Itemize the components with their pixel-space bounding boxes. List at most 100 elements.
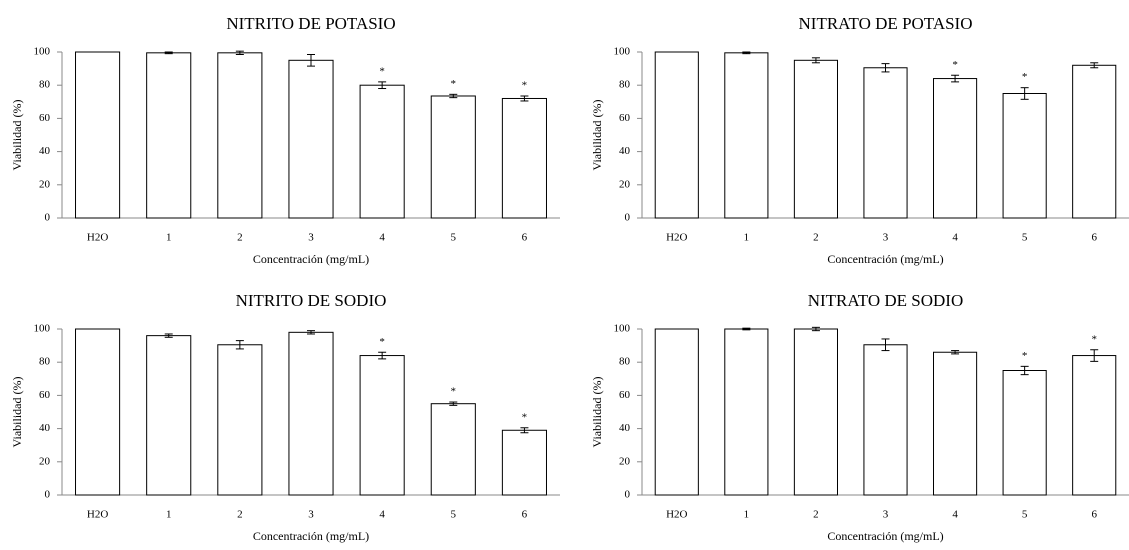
bar [359,84,405,219]
bar [933,78,978,219]
error-bar [378,81,387,90]
error-bar [164,51,173,55]
error-bar [951,350,960,355]
bar [933,351,978,496]
bar [793,328,838,496]
x-tick-label: 4 [379,509,385,521]
bar [863,67,908,219]
bar [1002,370,1047,496]
x-tick-label: H2O [87,232,108,244]
y-tick-label: 20 [39,178,51,190]
significance-mark: * [522,411,528,423]
x-axis-title: Concentración (mg/mL) [827,252,943,266]
error-bar [378,351,387,360]
y-tick-label: 20 [39,455,51,467]
bar [217,344,263,496]
error-bar [881,338,890,352]
y-axis-title: Viabilidad (%) [10,377,24,448]
y-tick-label: 40 [39,422,51,434]
y-tick-label: 100 [34,46,51,58]
y-tick-label: 80 [619,356,631,368]
x-tick-label: 3 [308,509,314,521]
y-tick-label: 0 [625,489,631,501]
y-tick-label: 40 [619,145,631,157]
bar [1072,64,1117,219]
x-tick-label: 2 [237,509,243,521]
bar [146,52,192,219]
y-tick-label: 0 [45,212,51,224]
x-axis-title: Concentración (mg/mL) [253,529,369,543]
y-axis-title: Viabilidad (%) [590,100,604,171]
x-tick-label: 4 [952,232,958,244]
chart-title: NITRATO DE SODIO [808,291,964,310]
y-tick-label: 60 [619,112,631,124]
significance-mark: * [451,78,457,90]
y-tick-label: 100 [34,323,51,335]
x-tick-label: 5 [451,509,457,521]
bar [430,403,476,496]
bar [654,328,699,496]
bar [288,59,334,219]
bar [863,344,908,496]
chart-title: NITRATO DE POTASIO [799,14,973,33]
bar [724,328,769,496]
y-tick-label: 100 [614,46,631,58]
bar [75,51,121,219]
error-bar [449,401,458,406]
x-tick-label: 4 [952,509,958,521]
significance-mark: * [522,80,528,92]
error-bar [1020,87,1029,100]
y-tick-label: 0 [625,212,631,224]
x-tick-label: 3 [308,232,314,244]
x-axis-title: Concentración (mg/mL) [253,252,369,266]
significance-mark: * [451,386,457,398]
x-tick-label: 1 [744,509,750,521]
bar [724,52,769,219]
error-bar [811,57,820,64]
bar [217,52,263,219]
error-bar [1090,62,1099,69]
error-bar [307,53,315,67]
x-tick-label: H2O [666,509,687,521]
y-axis-title: Viabilidad (%) [590,377,604,448]
error-bar [164,333,173,338]
x-tick-label: 6 [522,509,528,521]
x-tick-label: 1 [166,232,172,244]
bar [146,335,192,496]
error-bar [307,330,315,335]
x-tick-label: 3 [883,509,889,521]
error-bar [742,51,751,55]
y-tick-label: 0 [45,489,51,501]
error-bar [1090,349,1099,362]
bar [75,328,121,496]
error-bar [520,95,529,102]
bar [430,95,476,219]
bar [654,51,699,219]
y-tick-label: 80 [39,79,51,91]
error-bar [449,93,458,99]
x-tick-label: 1 [744,232,750,244]
chart-title: NITRITO DE SODIO [236,291,387,310]
x-tick-label: 5 [451,232,457,244]
bar [501,97,547,219]
error-bar [1020,365,1029,376]
y-tick-label: 40 [619,422,631,434]
bar [1002,93,1047,219]
y-tick-label: 100 [614,323,631,335]
y-tick-label: 80 [39,356,51,368]
significance-mark: * [379,65,385,77]
y-axis-title: Viabilidad (%) [10,100,24,171]
error-bar [235,340,244,350]
y-tick-label: 60 [39,112,51,124]
y-tick-label: 40 [39,145,51,157]
error-bar [235,50,244,55]
bar [288,331,334,496]
x-tick-label: 2 [813,232,819,244]
x-tick-label: H2O [666,232,687,244]
bar [359,355,405,496]
y-tick-label: 80 [619,79,631,91]
error-bar [811,326,820,332]
x-tick-label: H2O [87,509,108,521]
significance-mark: * [379,336,385,348]
